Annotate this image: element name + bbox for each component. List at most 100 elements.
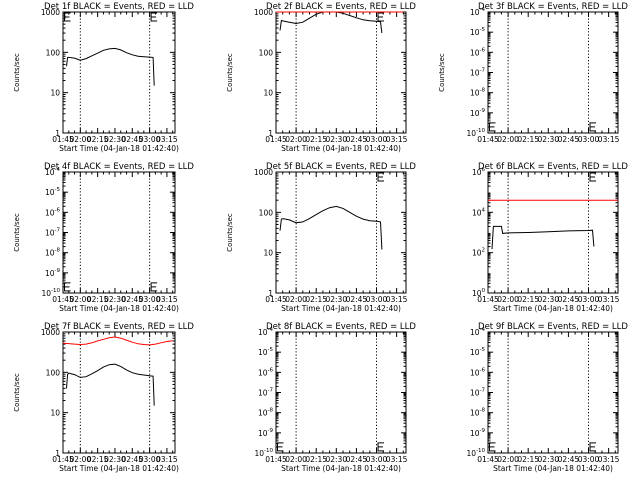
event-rate-line — [491, 225, 595, 250]
y-tick-exponent: -4 — [480, 7, 486, 13]
x-tick-label: 03:15 — [386, 455, 408, 464]
x-tick-label: 03:15 — [156, 135, 178, 144]
e-marker — [64, 282, 71, 292]
y-tick-base: 10 — [470, 368, 480, 377]
x-tick-label: 02:45 — [558, 295, 580, 304]
y-tick-exponent: -5 — [55, 187, 61, 193]
x-tick-label: 03:15 — [386, 295, 408, 304]
event-rate-line — [66, 363, 155, 406]
x-tick-label: 02:15 — [305, 135, 327, 144]
y-tick-exponent: -7 — [480, 68, 486, 74]
y-tick-exponent: -9 — [480, 108, 486, 114]
chart-panel-5: Det 5f BLACK = Events, RED = LLD Counts/s… — [226, 162, 416, 313]
y-tick-label: 10-9 — [258, 428, 274, 438]
y-tick-label: 102 — [472, 248, 485, 258]
x-tick-label: 02:30 — [104, 135, 126, 144]
y-tick-label: 1 — [55, 129, 60, 138]
y-tick-base: 10 — [470, 109, 480, 118]
y-tick-base: 10 — [45, 168, 55, 177]
y-tick-exponent: -6 — [268, 367, 274, 373]
y-tick-label: 1 — [268, 289, 273, 298]
x-tick-label: 02:30 — [325, 135, 347, 144]
x-tick-label: 03:15 — [598, 135, 620, 144]
y-tick-label: 10-8 — [470, 88, 486, 98]
y-tick-label: 1000 — [254, 8, 273, 17]
x-axis-label: Start Time (04-Jan-18 01:42:40) — [281, 144, 401, 153]
y-tick-base: 10 — [470, 28, 480, 37]
y-tick-base: 10 — [470, 348, 480, 357]
x-tick-label: 02:30 — [537, 455, 559, 464]
x-tick-label: 03:00 — [139, 135, 161, 144]
y-tick-base: 10 — [258, 409, 268, 418]
x-tick-label: 02:45 — [558, 455, 580, 464]
x-tick-label: 02:45 — [121, 455, 143, 464]
x-tick-label: 02:15 — [305, 455, 327, 464]
e-marker — [277, 442, 284, 452]
plot-frame — [487, 11, 619, 134]
y-tick-base: 10 — [45, 208, 55, 217]
y-tick-base: 10 — [470, 8, 480, 17]
y-tick-base: 1000 — [41, 8, 60, 17]
y-tick-label: 10-8 — [258, 408, 274, 418]
e-marker — [150, 282, 158, 292]
y-tick-exponent: -7 — [268, 388, 274, 394]
x-axis-label: Start Time (04-Jan-18 01:42:40) — [281, 464, 401, 473]
y-tick-label: 10-4 — [45, 167, 61, 177]
y-tick-label: 10-8 — [45, 248, 61, 258]
x-axis-label: Start Time (04-Jan-18 01:42:40) — [281, 304, 401, 313]
e-marker — [377, 442, 385, 452]
y-tick-label: 1 — [55, 449, 60, 458]
x-tick-label: 03:15 — [156, 295, 178, 304]
y-tick-exponent: -7 — [480, 388, 486, 394]
y-tick-base: 10 — [50, 409, 60, 418]
x-tick-label: 02:15 — [517, 455, 539, 464]
x-tick-label: 03:00 — [366, 455, 388, 464]
x-axis-label: Start Time (04-Jan-18 01:42:40) — [59, 304, 179, 313]
y-tick-base: 10 — [470, 389, 480, 398]
y-tick-label: 104 — [472, 207, 486, 217]
y-tick-label: 10-10 — [466, 128, 485, 138]
x-tick-label: 01:45 — [52, 295, 74, 304]
x-tick-label: 02:45 — [346, 135, 368, 144]
y-tick-label: 10-9 — [470, 108, 486, 118]
y-tick-label: 10-6 — [470, 47, 486, 57]
y-tick-exponent: -8 — [480, 88, 486, 94]
x-tick-label: 01:45 — [477, 455, 499, 464]
y-tick-base: 10 — [466, 129, 476, 138]
y-tick-base: 1000 — [41, 328, 60, 337]
y-tick-label: 100 — [46, 48, 61, 57]
x-tick-label: 02:00 — [497, 135, 519, 144]
chart-title: Det 6f BLACK = Events, RED = LLD — [478, 162, 628, 172]
x-tick-label: 02:00 — [497, 455, 519, 464]
lld-rate-line — [62, 336, 173, 346]
x-tick-label: 01:45 — [265, 135, 287, 144]
y-tick-exponent: -6 — [480, 367, 486, 373]
y-tick-exponent: -8 — [268, 408, 274, 414]
event-rate-line — [279, 205, 383, 250]
y-tick-exponent: -10 — [476, 128, 485, 134]
event-rate-line — [279, 11, 383, 34]
y-tick-label: 10-5 — [470, 347, 486, 357]
y-tick-exponent: -7 — [55, 228, 61, 234]
y-tick-exponent: -10 — [476, 448, 485, 454]
y-tick-base: 10 — [50, 89, 60, 98]
y-tick-exponent: 6 — [482, 167, 486, 173]
y-tick-label: 10 — [263, 249, 273, 258]
x-tick-label: 02:15 — [305, 295, 327, 304]
y-tick-exponent: -10 — [264, 448, 273, 454]
y-tick-label: 100 — [259, 48, 274, 57]
chart-title: Det 5f BLACK = Events, RED = LLD — [266, 162, 416, 172]
y-tick-label: 1000 — [41, 8, 60, 17]
y-tick-exponent: 0 — [482, 288, 486, 294]
x-tick-label: 03:15 — [598, 295, 620, 304]
x-tick-label: 03:00 — [578, 135, 600, 144]
e-marker — [589, 172, 597, 182]
y-tick-label: 10 — [263, 89, 273, 98]
y-tick-label: 10-10 — [41, 288, 60, 298]
chart-panel-4: Det 4f BLACK = Events, RED = LLD Counts/s… — [13, 162, 194, 313]
y-tick-exponent: -9 — [268, 428, 274, 434]
chart-title: Det 4f BLACK = Events, RED = LLD — [44, 162, 194, 172]
y-tick-label: 1000 — [254, 168, 273, 177]
x-tick-label: 02:30 — [537, 295, 559, 304]
y-tick-exponent: -5 — [268, 347, 274, 353]
